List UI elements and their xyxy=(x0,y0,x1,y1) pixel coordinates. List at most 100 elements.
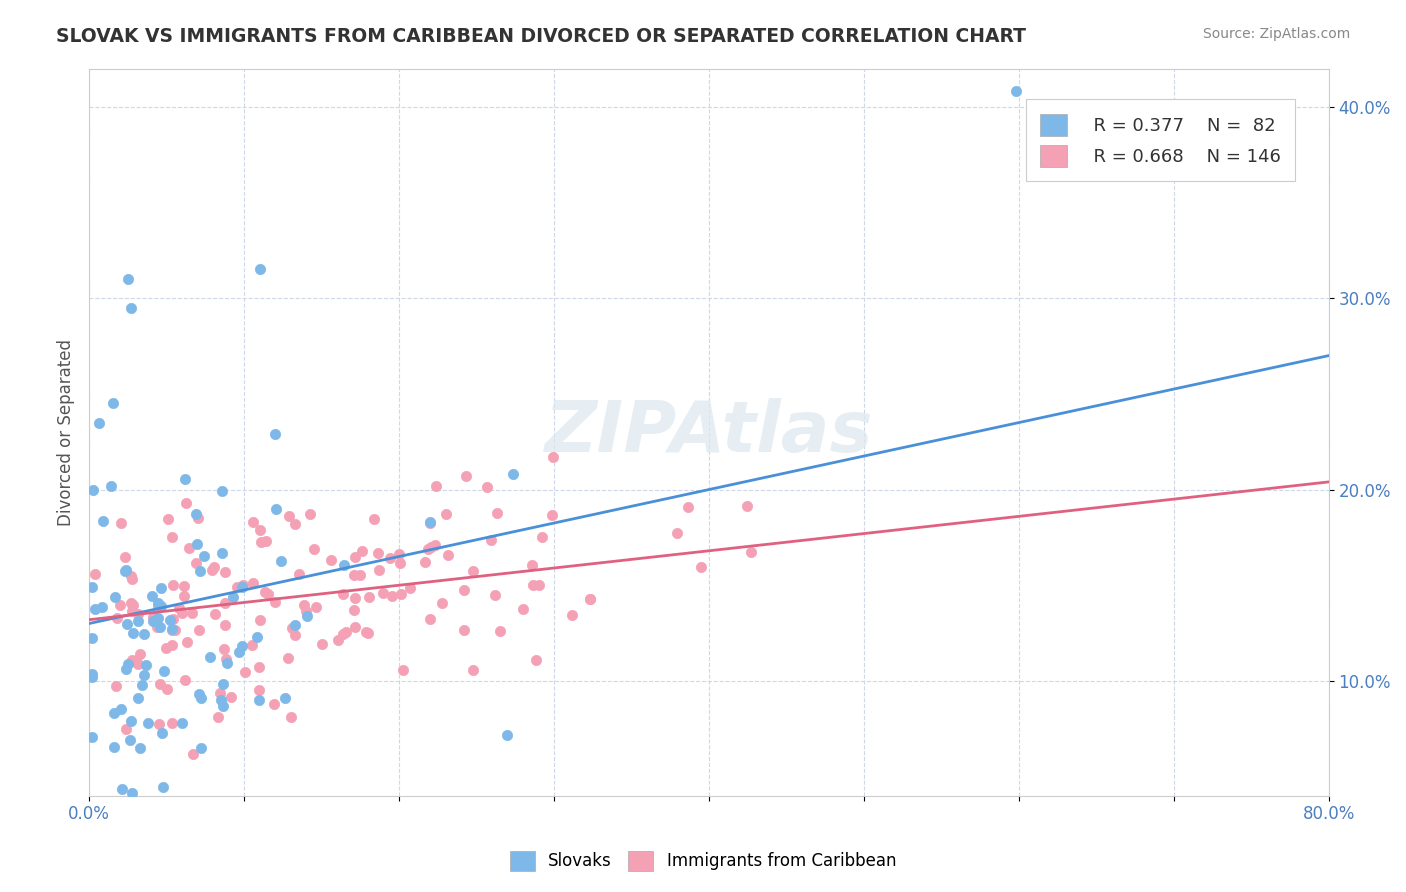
Point xyxy=(530,530,553,544)
Point xyxy=(121,572,143,586)
Point xyxy=(453,623,475,637)
Point xyxy=(129,647,152,661)
Point xyxy=(114,565,136,579)
Point xyxy=(148,717,170,731)
Point xyxy=(157,512,180,526)
Point xyxy=(146,599,169,613)
Text: ZIPAtlas: ZIPAtlas xyxy=(544,398,873,467)
Point xyxy=(343,602,366,616)
Point xyxy=(437,548,460,562)
Point xyxy=(83,602,105,616)
Point xyxy=(231,580,253,594)
Point xyxy=(689,560,711,574)
Point xyxy=(121,786,143,800)
Point xyxy=(367,546,389,560)
Point xyxy=(82,580,104,594)
Point xyxy=(343,591,366,605)
Point xyxy=(214,566,236,580)
Point xyxy=(160,716,183,731)
Point xyxy=(280,622,302,636)
Point xyxy=(179,541,201,555)
Point xyxy=(222,590,245,604)
Point xyxy=(475,480,498,494)
Point xyxy=(292,599,315,613)
Point xyxy=(344,620,367,634)
Point xyxy=(263,595,285,609)
Point xyxy=(212,698,235,713)
Point xyxy=(419,612,441,626)
Point xyxy=(219,690,242,704)
Point xyxy=(187,511,209,525)
Point xyxy=(80,730,103,744)
Point xyxy=(129,740,152,755)
Point xyxy=(277,650,299,665)
Point xyxy=(502,467,524,482)
Point xyxy=(142,614,165,628)
Point xyxy=(352,543,374,558)
Point xyxy=(173,589,195,603)
Point xyxy=(173,579,195,593)
Point xyxy=(121,626,143,640)
Point xyxy=(214,652,236,666)
Point xyxy=(136,716,159,731)
Point xyxy=(120,301,142,315)
Point xyxy=(120,714,142,728)
Point xyxy=(264,427,287,442)
Point xyxy=(193,549,215,564)
Point xyxy=(214,596,236,610)
Point xyxy=(332,587,354,601)
Point xyxy=(122,598,145,612)
Point xyxy=(127,690,149,705)
Point xyxy=(176,635,198,649)
Point xyxy=(249,613,271,627)
Point xyxy=(120,596,142,610)
Point xyxy=(240,638,263,652)
Point xyxy=(167,601,190,615)
Point xyxy=(110,702,132,716)
Point xyxy=(522,578,544,592)
Point xyxy=(190,740,212,755)
Legend:   R = 0.377    N =  82,   R = 0.668    N = 146: R = 0.377 N = 82, R = 0.668 N = 146 xyxy=(1025,99,1295,181)
Point xyxy=(263,698,285,712)
Point xyxy=(284,628,307,642)
Point xyxy=(561,607,583,622)
Point xyxy=(211,676,233,690)
Point xyxy=(419,515,441,529)
Point xyxy=(160,623,183,637)
Point xyxy=(184,507,207,521)
Point xyxy=(80,670,103,684)
Point xyxy=(418,542,440,557)
Point xyxy=(266,501,288,516)
Point xyxy=(170,716,193,731)
Point xyxy=(484,588,506,602)
Point xyxy=(233,665,256,680)
Point xyxy=(228,645,250,659)
Point xyxy=(522,558,544,573)
Point xyxy=(188,624,211,638)
Point xyxy=(305,600,328,615)
Point xyxy=(541,508,564,523)
Point xyxy=(512,602,534,616)
Point xyxy=(215,656,238,670)
Point xyxy=(304,542,326,557)
Point xyxy=(174,496,197,510)
Point xyxy=(115,722,138,736)
Point xyxy=(249,262,271,277)
Point xyxy=(349,568,371,582)
Point xyxy=(287,567,309,582)
Point xyxy=(250,535,273,549)
Point xyxy=(170,606,193,620)
Point xyxy=(242,515,264,529)
Point xyxy=(127,607,149,622)
Point xyxy=(270,554,292,568)
Point xyxy=(579,592,602,607)
Point xyxy=(254,533,277,548)
Point xyxy=(226,580,249,594)
Point xyxy=(245,630,267,644)
Point xyxy=(479,533,502,548)
Point xyxy=(249,523,271,537)
Point xyxy=(152,664,174,678)
Point xyxy=(389,587,412,601)
Point xyxy=(103,590,125,604)
Point xyxy=(419,516,441,531)
